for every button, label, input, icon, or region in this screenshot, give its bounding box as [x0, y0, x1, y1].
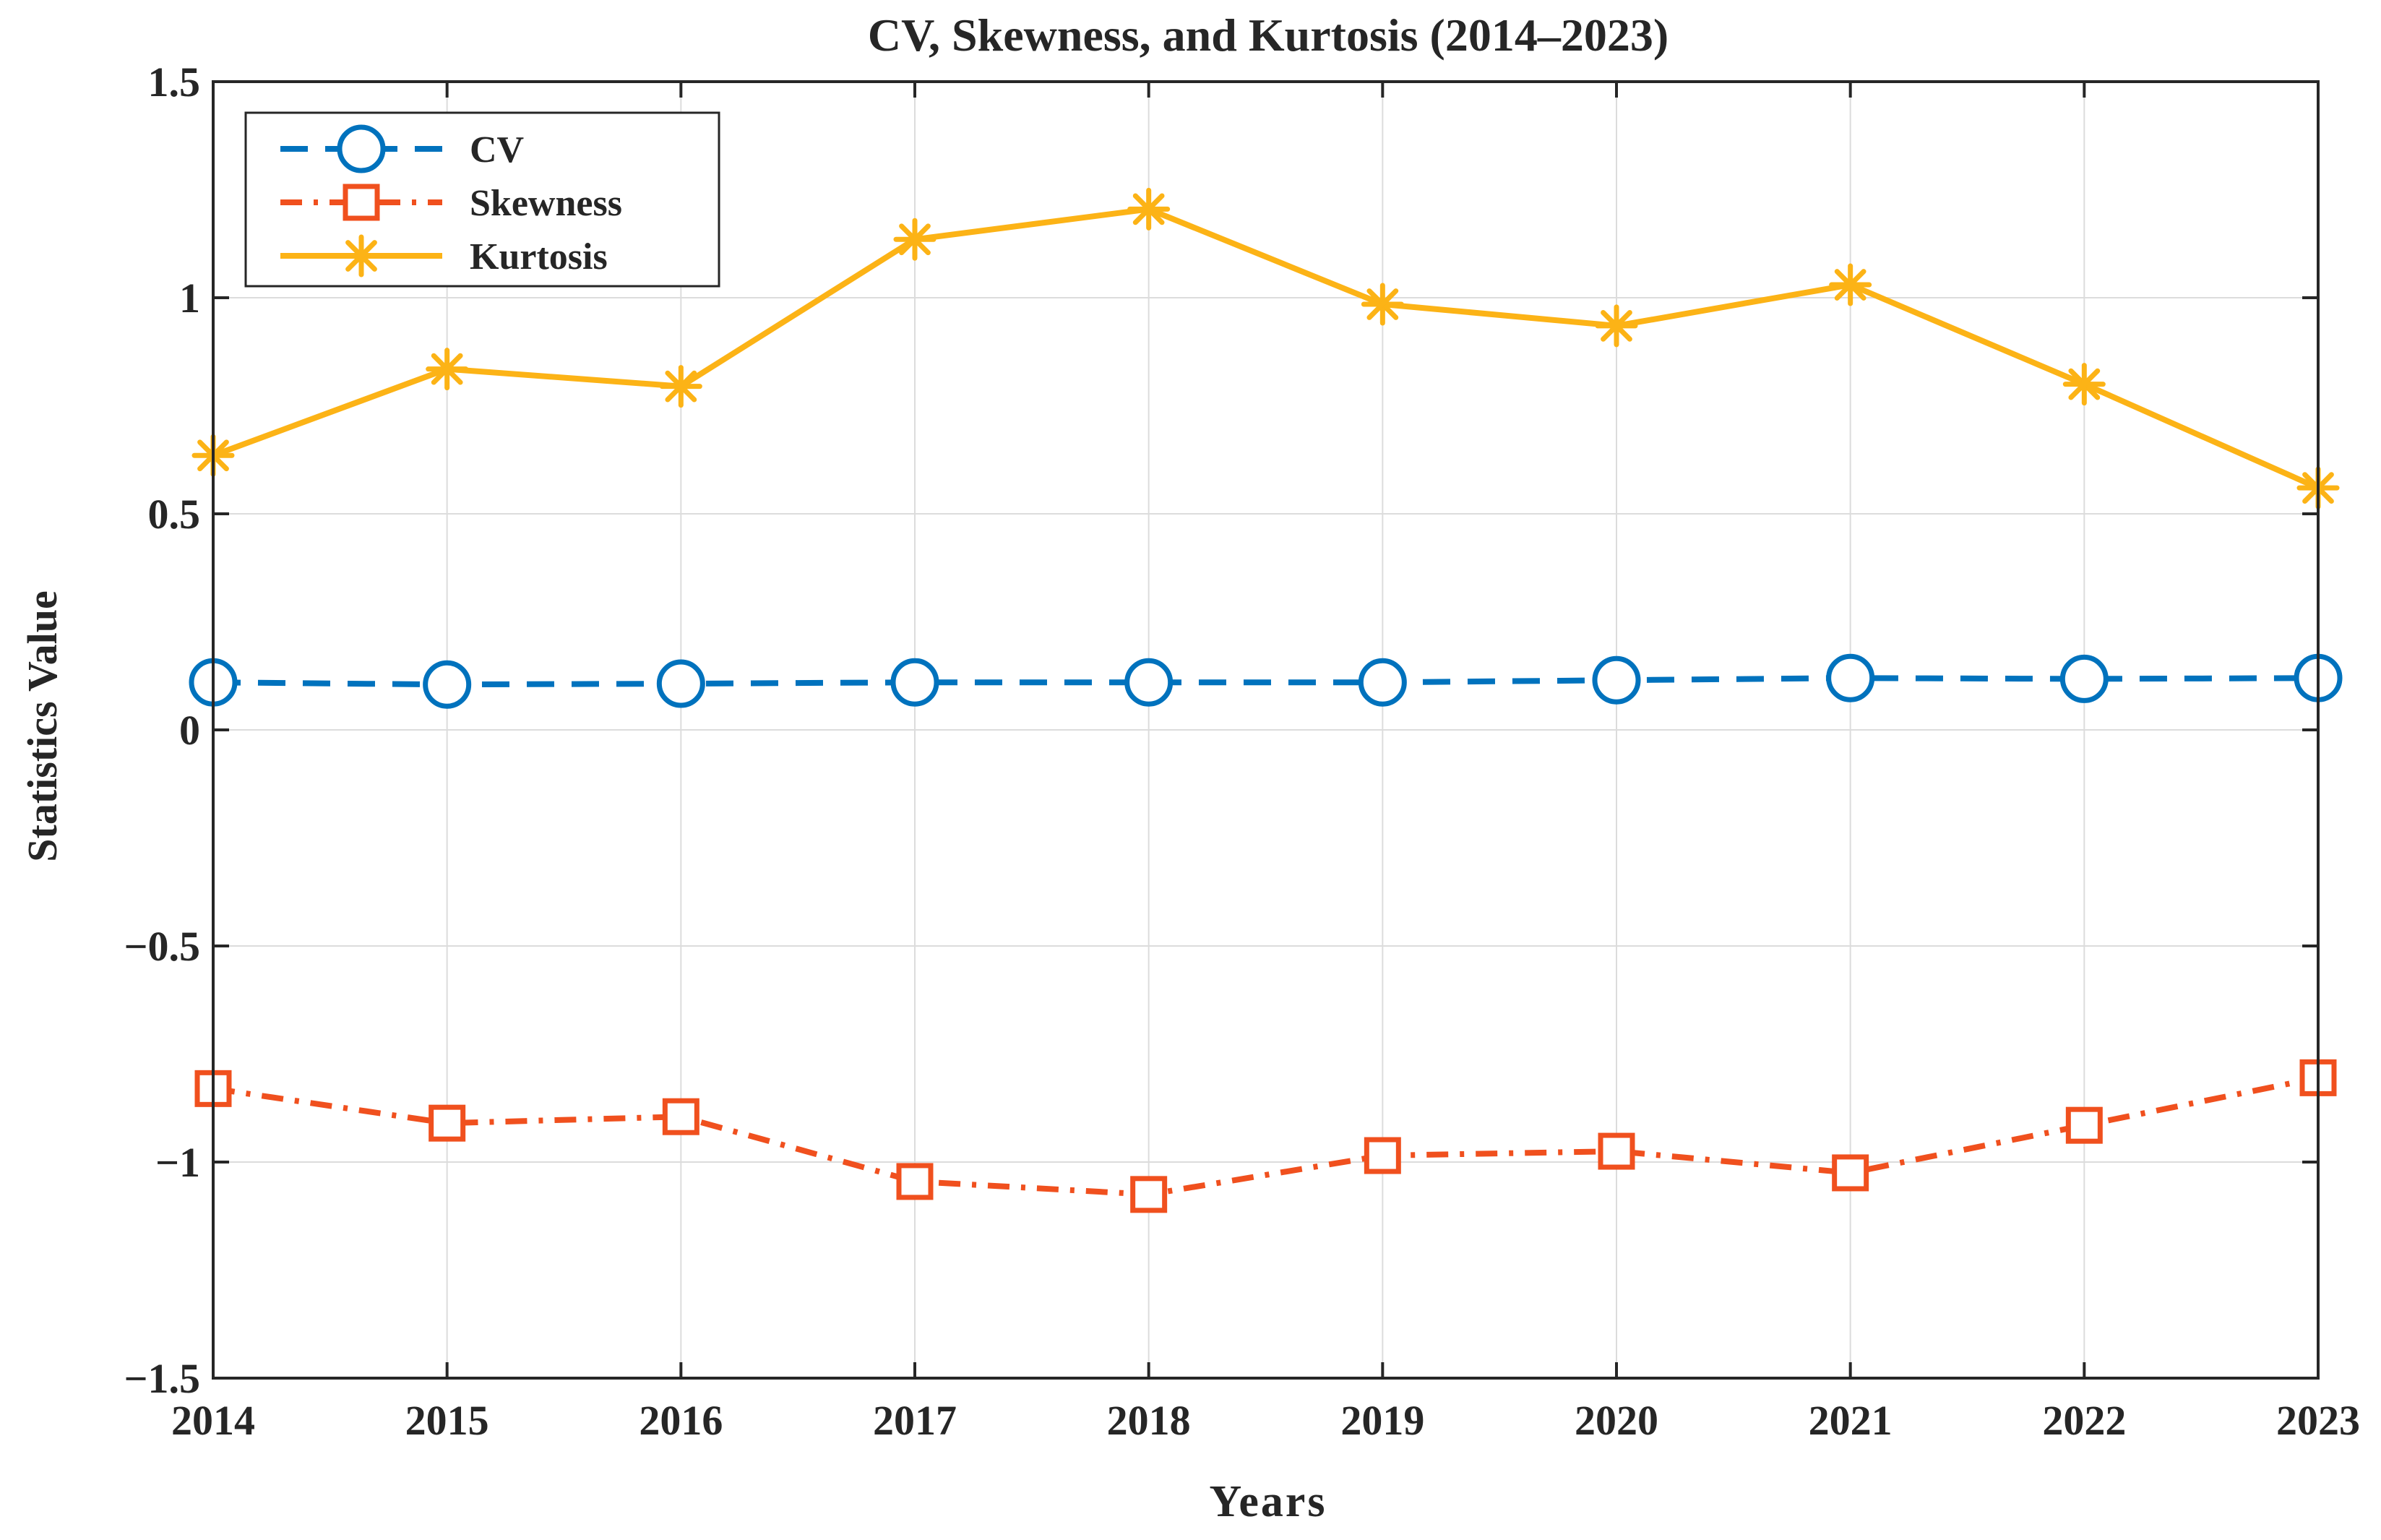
legend: CV Skewness Kurtosis: [244, 111, 720, 288]
skewness-point-2020: [1598, 1132, 1635, 1170]
kurtosis-point-2018: [1127, 187, 1171, 231]
axis-ticks: [212, 80, 2320, 1380]
y-tick-label: 0: [179, 707, 200, 754]
legend-kurtosis-marker: [340, 234, 383, 278]
legend-kurtosis-label: Kurtosis: [470, 236, 608, 278]
cv-line: [212, 675, 2319, 688]
y-tick-label: −0.5: [124, 923, 200, 970]
y-tick-label: −1.5: [124, 1355, 200, 1402]
legend-cv-marker: [337, 124, 386, 173]
x-tick-label: 2020: [1575, 1397, 1658, 1444]
x-tick-label: 2014: [171, 1397, 255, 1444]
kurtosis-point-2017: [893, 218, 937, 261]
kurtosis-point-2016: [659, 365, 702, 408]
kurtosis-point-2019: [1361, 283, 1404, 326]
kurtosis-point-2022: [2062, 363, 2106, 406]
legend-skewness-label: Skewness: [470, 183, 622, 224]
skewness-point-2018: [1130, 1176, 1168, 1213]
x-tick-label: 2017: [873, 1397, 957, 1444]
skewness-point-2021: [1832, 1154, 1869, 1192]
cv-point-2016: [656, 659, 705, 708]
kurtosis-point-2020: [1595, 304, 1638, 348]
chart-title: CV, Skewness, and Kurtosis (2014–2023): [868, 9, 1669, 61]
kurtosis-point-2021: [1829, 263, 1872, 306]
x-tick-label: 2016: [639, 1397, 723, 1444]
x-tick-label: 2023: [2276, 1397, 2360, 1444]
x-tick-label: 2022: [2042, 1397, 2126, 1444]
x-tick-label: 2015: [405, 1397, 489, 1444]
x-tick-label: 2021: [1809, 1397, 1893, 1444]
y-tick-label: 1: [179, 275, 200, 322]
legend-cv-label: CV: [470, 129, 524, 171]
cv-point-2019: [1358, 658, 1407, 707]
kurtosis-point-2015: [426, 348, 469, 391]
x-axis-label: Years: [1209, 1477, 1327, 1526]
legend-skewness-marker: [343, 184, 380, 221]
skewness-point-2015: [429, 1104, 466, 1142]
y-tick-label: 0.5: [148, 491, 201, 538]
cv-point-2018: [1124, 658, 1174, 707]
skewness-line: [212, 1075, 2319, 1197]
cv-point-2017: [890, 658, 939, 707]
cv-point-2020: [1592, 655, 1641, 705]
series-layer: [189, 187, 2343, 1213]
skewness-point-2017: [896, 1163, 934, 1200]
skewness-point-2022: [2065, 1106, 2103, 1144]
y-tick-label: 1.5: [148, 59, 201, 106]
x-tick-label: 2019: [1340, 1397, 1424, 1444]
y-tick-label: −1: [155, 1139, 200, 1186]
x-tick-label: 2018: [1107, 1397, 1191, 1444]
skewness-point-2016: [662, 1098, 699, 1135]
skewness-point-2019: [1364, 1137, 1401, 1174]
kurtosis-line: [212, 206, 2320, 491]
cv-point-2015: [423, 660, 472, 709]
cv-point-2022: [2059, 654, 2109, 703]
y-axis-label: Statistics Value: [19, 590, 66, 861]
cv-point-2021: [1826, 653, 1875, 702]
axis-tick-labels: 2014 2015 2016 2017 2018 2019 2020 2021 2022 2023…: [124, 59, 2360, 1444]
